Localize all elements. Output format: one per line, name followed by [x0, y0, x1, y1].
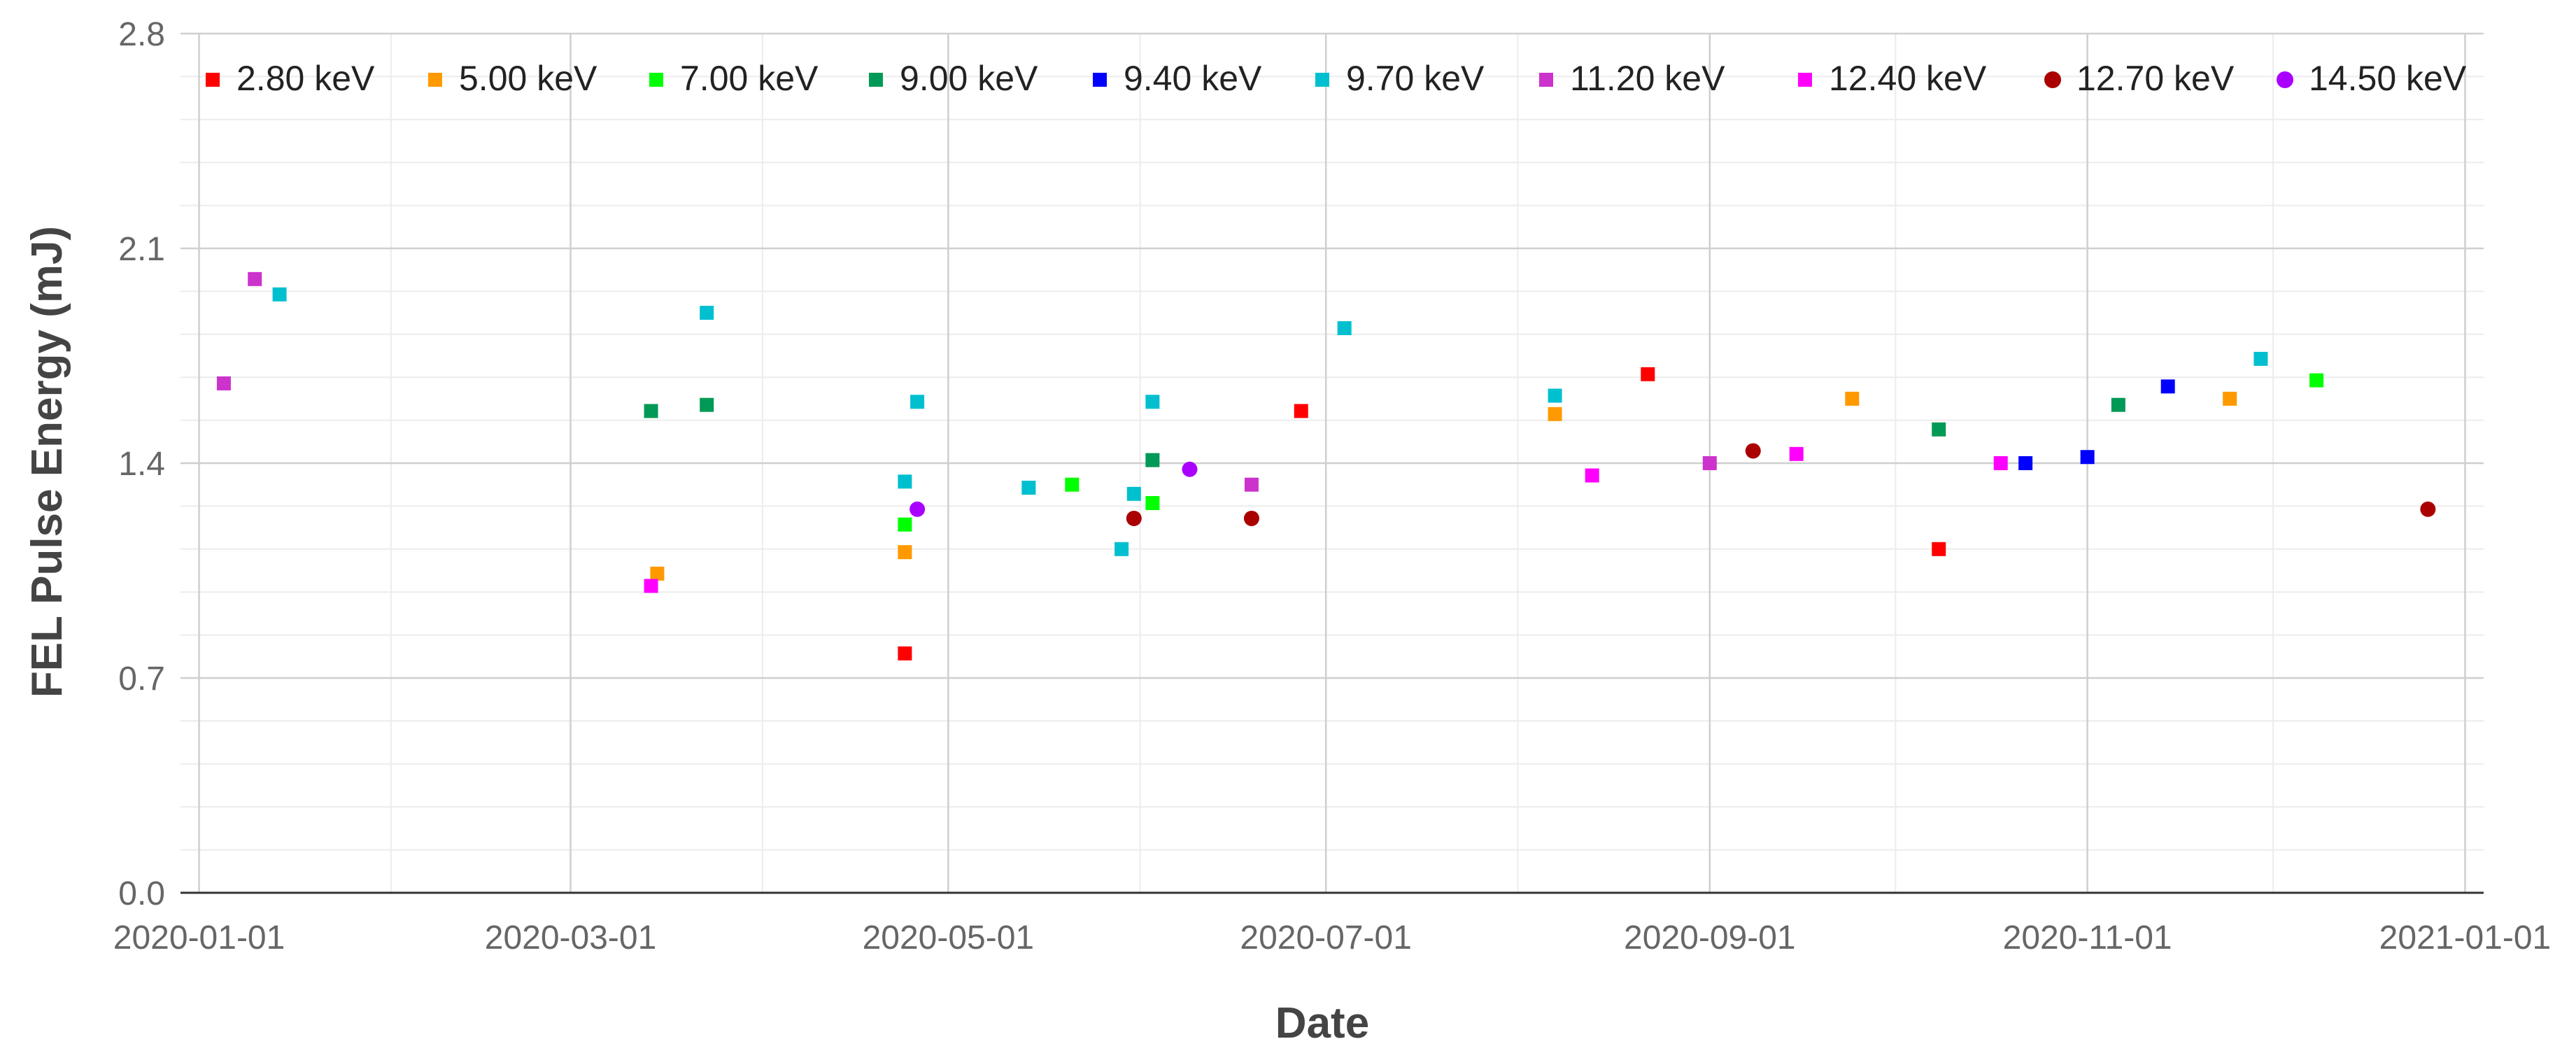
- legend-label: 5.00 keV: [459, 59, 597, 98]
- data-point: [1641, 367, 1655, 381]
- legend-label: 2.80 keV: [236, 59, 375, 98]
- data-point: [1932, 542, 1946, 556]
- data-point: [2253, 351, 2268, 366]
- data-points: [216, 271, 2436, 660]
- y-tick-label: 0.0: [118, 875, 165, 912]
- data-point: [1126, 510, 1142, 526]
- data-point: [1021, 481, 1036, 495]
- legend-marker: [428, 73, 442, 87]
- legend-label: 7.00 keV: [680, 59, 819, 98]
- y-tick-label: 1.4: [118, 446, 165, 483]
- data-point: [898, 517, 912, 532]
- data-point: [644, 579, 658, 593]
- legend-label: 9.40 keV: [1124, 59, 1262, 98]
- data-point: [1065, 477, 1080, 492]
- x-tick-label: 2020-09-01: [1624, 919, 1796, 956]
- x-tick-labels: 2020-01-01 2020-03-01 2020-05-01 2020-07-01…: [113, 919, 2551, 956]
- data-point: [2160, 379, 2175, 394]
- data-point: [1126, 486, 1141, 501]
- data-point: [1932, 422, 1946, 437]
- data-point: [2080, 450, 2095, 465]
- x-axis-title: Date: [1275, 999, 1369, 1047]
- x-tick-label: 2020-05-01: [863, 919, 1035, 956]
- data-point: [1145, 395, 1160, 409]
- x-tick-label: 2020-01-01: [113, 919, 285, 956]
- x-tick-label: 2021-01-01: [2379, 919, 2552, 956]
- y-tick-label: 2.8: [118, 16, 165, 53]
- legend-label: 9.00 keV: [900, 59, 1038, 98]
- data-point: [1702, 456, 1717, 470]
- data-point: [1745, 443, 1761, 459]
- data-point: [2420, 501, 2436, 517]
- data-point: [1789, 446, 1804, 461]
- data-point: [216, 376, 231, 390]
- legend: 2.80 keV 5.00 keV 7.00 keV 9.00 keV 9.40 keV…: [206, 59, 2467, 98]
- data-point: [1845, 391, 1860, 406]
- data-point: [1548, 388, 1562, 403]
- data-point: [898, 474, 912, 489]
- data-point: [650, 566, 665, 581]
- legend-label: 14.50 keV: [2309, 59, 2467, 98]
- legend-marker: [2277, 71, 2293, 88]
- y-axis-title: FEL Pulse Energy (mJ): [23, 226, 71, 698]
- data-point: [644, 404, 658, 418]
- data-point: [1585, 468, 1599, 483]
- legend-marker: [869, 73, 883, 87]
- data-point: [1145, 496, 1160, 511]
- data-point: [2111, 397, 2125, 412]
- data-point: [272, 287, 287, 302]
- data-point: [1145, 453, 1160, 467]
- legend-label: 11.20 keV: [1570, 59, 1725, 98]
- legend-marker: [1539, 73, 1553, 87]
- data-point: [700, 306, 714, 320]
- x-tick-label: 2020-07-01: [1240, 919, 1412, 956]
- data-point: [1294, 404, 1308, 418]
- y-tick-label: 0.7: [118, 660, 165, 698]
- legend-marker: [649, 73, 663, 87]
- y-tick-label: 2.1: [118, 231, 165, 268]
- legend-marker: [1798, 73, 1812, 87]
- x-tick-label: 2020-03-01: [485, 919, 657, 956]
- data-point: [910, 395, 925, 409]
- data-point: [898, 545, 912, 560]
- legend-marker: [1315, 73, 1329, 87]
- legend-label: 9.70 keV: [1346, 59, 1485, 98]
- data-point: [1993, 456, 2008, 470]
- data-point: [248, 271, 262, 286]
- data-point: [1244, 477, 1259, 492]
- data-point: [1114, 542, 1129, 556]
- data-point: [2309, 373, 2324, 388]
- data-point: [898, 646, 912, 660]
- legend-marker: [206, 73, 220, 87]
- legend-marker: [2044, 71, 2061, 88]
- data-point: [1182, 461, 1198, 477]
- data-point: [2018, 456, 2033, 470]
- data-point: [910, 501, 926, 517]
- data-point: [1337, 321, 1352, 336]
- legend-label: 12.70 keV: [2076, 59, 2235, 98]
- legend-marker: [1093, 73, 1107, 87]
- data-point: [1243, 510, 1259, 526]
- x-tick-label: 2020-11-01: [2003, 919, 2172, 956]
- y-tick-labels: 0.0 0.7 1.4 2.1 2.8: [118, 16, 165, 912]
- data-point: [2223, 391, 2237, 406]
- data-point: [700, 397, 714, 412]
- data-point: [1548, 407, 1562, 421]
- legend-label: 12.40 keV: [1829, 59, 1987, 98]
